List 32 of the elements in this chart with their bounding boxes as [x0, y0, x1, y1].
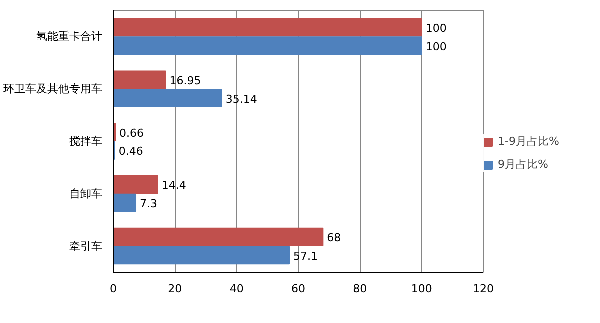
bar	[114, 89, 222, 108]
bar	[114, 228, 324, 246]
data-label: 0.46	[118, 145, 144, 158]
data-label: 57.1	[294, 250, 318, 263]
bar	[114, 36, 422, 56]
data-label: 35.14	[226, 92, 258, 106]
bar	[114, 194, 137, 212]
x-tick-label: 60	[292, 282, 306, 296]
y-tick-label: 搅拌车	[70, 135, 102, 148]
y-tick-label: 氢能重卡合计	[36, 30, 102, 44]
x-tick-label: 40	[230, 282, 244, 296]
legend-label: 9月占比%	[498, 157, 548, 172]
data-label: 14.4	[162, 179, 186, 192]
data-label: 100	[426, 40, 447, 54]
y-tick-label: 自卸车	[70, 187, 102, 200]
data-label: 68	[327, 232, 342, 245]
data-label: 16.95	[170, 74, 202, 88]
bar	[114, 70, 166, 90]
bar	[114, 18, 422, 37]
y-tick-label: 环卫车及其他专用车	[4, 82, 102, 96]
x-tick-label: 100	[411, 282, 432, 296]
x-tick-label: 20	[168, 282, 182, 296]
legend-label: 1-9月占比%	[498, 134, 560, 149]
data-label: 0.66	[120, 126, 144, 140]
x-tick-label: 0	[110, 282, 117, 296]
bar	[114, 246, 290, 265]
bar	[114, 176, 158, 194]
data-label: 100	[426, 22, 447, 36]
x-tick-label: 120	[473, 282, 494, 296]
x-tick-label: 80	[353, 282, 368, 296]
y-tick-label: 牵引车	[70, 240, 102, 253]
data-label: 7.3	[140, 198, 158, 211]
